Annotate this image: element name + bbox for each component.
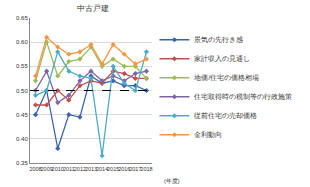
svg-text:2008: 2008 — [29, 166, 41, 172]
svg-text:0.50: 0.50 — [16, 88, 28, 94]
svg-text:2011: 2011 — [63, 166, 75, 172]
svg-text:0.60: 0.60 — [16, 39, 28, 45]
svg-text:0.45: 0.45 — [16, 112, 28, 118]
svg-text:0.55: 0.55 — [16, 63, 28, 69]
svg-text:2016: 2016 — [118, 166, 130, 172]
svg-text:0.35: 0.35 — [16, 160, 28, 166]
svg-text:2017: 2017 — [129, 166, 141, 172]
svg-text:従前住宅の売却価格: 従前住宅の売却価格 — [194, 112, 257, 119]
svg-text:2015: 2015 — [107, 166, 119, 172]
svg-text:住宅取得時の税制等の行政施策: 住宅取得時の税制等の行政施策 — [193, 93, 292, 100]
svg-text:0.65: 0.65 — [16, 15, 28, 21]
svg-text:景気の先行き感: 景気の先行き感 — [194, 36, 243, 44]
svg-text:2012: 2012 — [74, 166, 86, 172]
svg-text:2013: 2013 — [85, 166, 97, 172]
svg-text:2018: 2018 — [140, 166, 152, 172]
svg-text:(年度): (年度) — [164, 177, 180, 184]
svg-text:0.40: 0.40 — [16, 136, 28, 142]
svg-text:地価/住宅の価格相場: 地価/住宅の価格相場 — [193, 74, 259, 82]
svg-text:金利動向: 金利動向 — [194, 131, 222, 138]
svg-text:家計収入の見通し: 家計収入の見通し — [194, 55, 250, 63]
svg-text:中古戸建: 中古戸建 — [77, 4, 109, 13]
svg-text:2009: 2009 — [41, 166, 53, 172]
svg-text:2010: 2010 — [52, 166, 64, 172]
svg-text:2014: 2014 — [96, 166, 108, 172]
